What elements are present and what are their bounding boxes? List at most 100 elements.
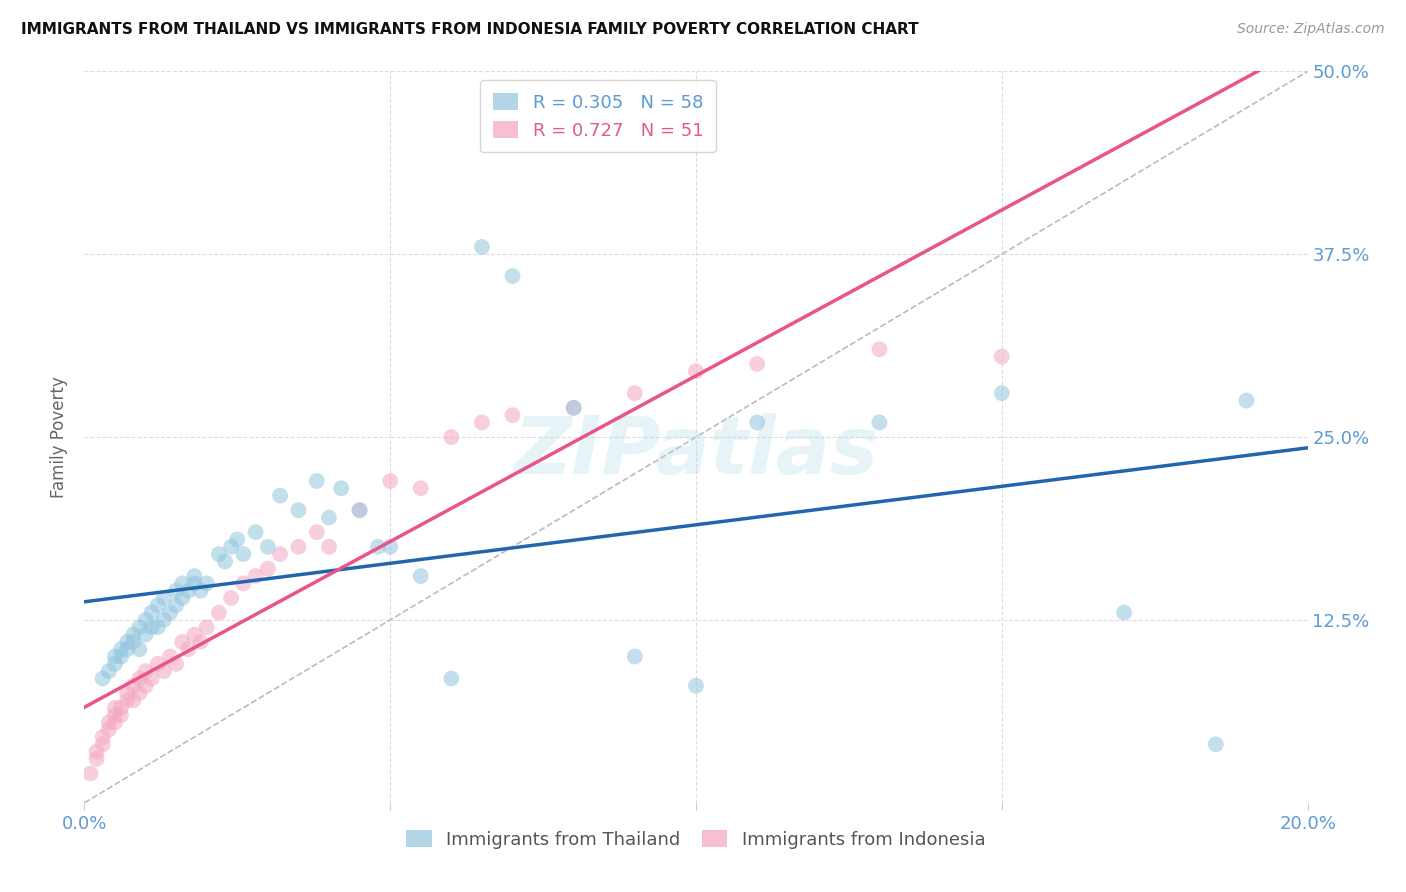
Point	[141, 620, 163, 634]
Point	[128, 642, 150, 657]
Point	[165, 599, 187, 613]
Point	[502, 269, 524, 284]
Point	[146, 599, 169, 613]
Point	[287, 540, 309, 554]
Point	[685, 364, 707, 378]
Text: IMMIGRANTS FROM THAILAND VS IMMIGRANTS FROM INDONESIA FAMILY POVERTY CORRELATION: IMMIGRANTS FROM THAILAND VS IMMIGRANTS F…	[21, 22, 918, 37]
Point	[183, 627, 205, 641]
Point	[269, 489, 291, 503]
Point	[318, 540, 340, 554]
Point	[165, 657, 187, 671]
Point	[128, 672, 150, 686]
Point	[380, 540, 402, 554]
Point	[153, 664, 176, 678]
Point	[91, 672, 114, 686]
Point	[135, 627, 157, 641]
Point	[172, 591, 194, 605]
Point	[104, 708, 127, 723]
Point	[349, 503, 371, 517]
Point	[245, 525, 267, 540]
Point	[232, 547, 254, 561]
Point	[135, 613, 157, 627]
Point	[177, 583, 200, 598]
Point	[991, 386, 1014, 401]
Point	[208, 547, 231, 561]
Point	[562, 401, 585, 415]
Point	[367, 540, 389, 554]
Point	[135, 664, 157, 678]
Legend: Immigrants from Thailand, Immigrants from Indonesia: Immigrants from Thailand, Immigrants fro…	[399, 822, 993, 856]
Point	[349, 503, 371, 517]
Point	[869, 416, 891, 430]
Point	[195, 620, 218, 634]
Point	[409, 569, 432, 583]
Point	[232, 576, 254, 591]
Point	[172, 576, 194, 591]
Point	[195, 576, 218, 591]
Point	[104, 700, 127, 714]
Point	[287, 503, 309, 517]
Point	[97, 664, 120, 678]
Point	[172, 635, 194, 649]
Point	[257, 540, 280, 554]
Point	[991, 350, 1014, 364]
Point	[110, 649, 132, 664]
Point	[128, 620, 150, 634]
Point	[141, 606, 163, 620]
Point	[135, 679, 157, 693]
Point	[86, 752, 108, 766]
Point	[159, 606, 181, 620]
Point	[562, 401, 585, 415]
Point	[153, 591, 176, 605]
Point	[79, 766, 101, 780]
Text: ZIPatlas: ZIPatlas	[513, 413, 879, 491]
Point	[190, 635, 212, 649]
Point	[330, 481, 353, 495]
Point	[440, 672, 463, 686]
Point	[122, 679, 145, 693]
Point	[91, 730, 114, 744]
Point	[115, 693, 138, 707]
Point	[318, 510, 340, 524]
Point	[409, 481, 432, 495]
Point	[214, 554, 236, 568]
Point	[141, 672, 163, 686]
Point	[104, 657, 127, 671]
Point	[269, 547, 291, 561]
Text: Source: ZipAtlas.com: Source: ZipAtlas.com	[1237, 22, 1385, 37]
Point	[380, 474, 402, 488]
Point	[97, 723, 120, 737]
Point	[1205, 737, 1227, 751]
Point	[208, 606, 231, 620]
Point	[104, 715, 127, 730]
Point	[305, 525, 328, 540]
Point	[219, 540, 242, 554]
Point	[226, 533, 249, 547]
Point	[122, 693, 145, 707]
Point	[115, 642, 138, 657]
Point	[146, 620, 169, 634]
Point	[110, 708, 132, 723]
Point	[115, 635, 138, 649]
Point	[1114, 606, 1136, 620]
Point	[305, 474, 328, 488]
Point	[471, 416, 494, 430]
Point	[177, 642, 200, 657]
Point	[624, 386, 647, 401]
Point	[115, 686, 138, 700]
Point	[165, 583, 187, 598]
Point	[104, 649, 127, 664]
Point	[747, 357, 769, 371]
Point	[1236, 393, 1258, 408]
Point	[97, 715, 120, 730]
Point	[110, 642, 132, 657]
Point	[153, 613, 176, 627]
Point	[183, 576, 205, 591]
Point	[91, 737, 114, 751]
Point	[219, 591, 242, 605]
Point	[146, 657, 169, 671]
Point	[245, 569, 267, 583]
Point	[624, 649, 647, 664]
Point	[122, 627, 145, 641]
Point	[440, 430, 463, 444]
